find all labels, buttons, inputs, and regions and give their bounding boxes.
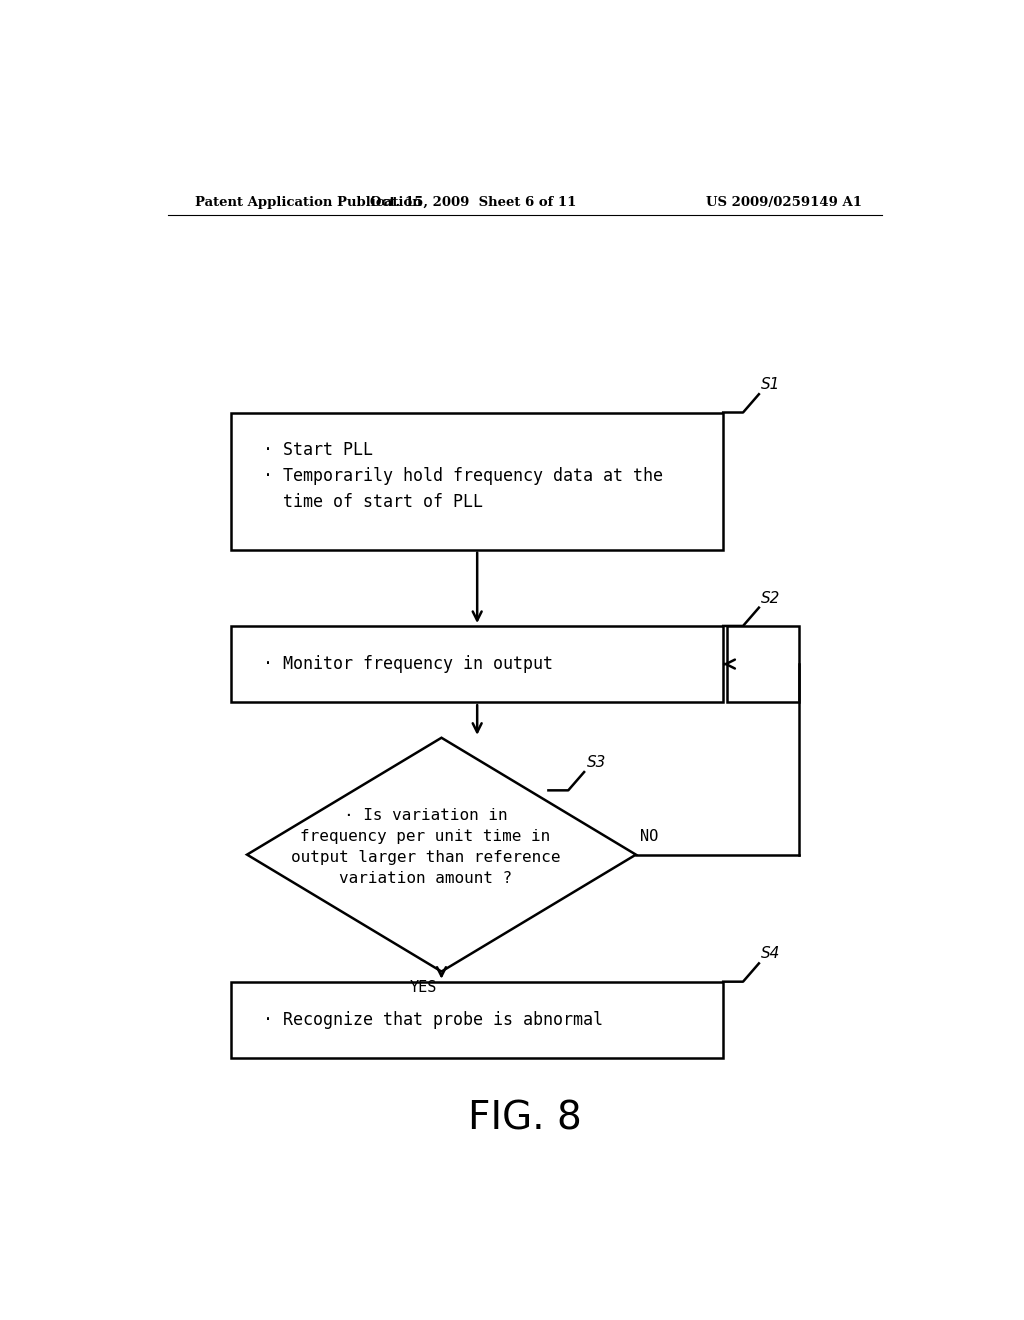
Bar [231,626,723,702]
Text: S2: S2 [761,590,780,606]
Polygon shape [247,738,636,972]
Text: · Start PLL
· Temporarily hold frequency data at the
  time of start of PLL: · Start PLL · Temporarily hold frequency… [263,441,663,511]
Text: FIG. 8: FIG. 8 [468,1100,582,1138]
Text: YES: YES [410,979,437,995]
Bar [231,982,723,1057]
Text: NO: NO [640,829,658,845]
Text: US 2009/0259149 A1: US 2009/0259149 A1 [707,195,862,209]
Text: S3: S3 [587,755,606,770]
Text: Oct. 15, 2009  Sheet 6 of 11: Oct. 15, 2009 Sheet 6 of 11 [370,195,577,209]
Text: · Is variation in
frequency per unit time in
output larger than reference
variat: · Is variation in frequency per unit tim… [291,808,560,886]
Text: Patent Application Publication: Patent Application Publication [196,195,422,209]
Bar [727,626,799,702]
Text: · Monitor frequency in output: · Monitor frequency in output [263,655,553,673]
Text: S1: S1 [761,378,780,392]
Text: · Recognize that probe is abnormal: · Recognize that probe is abnormal [263,1011,603,1028]
Text: S4: S4 [761,946,780,961]
Bar [231,413,723,549]
